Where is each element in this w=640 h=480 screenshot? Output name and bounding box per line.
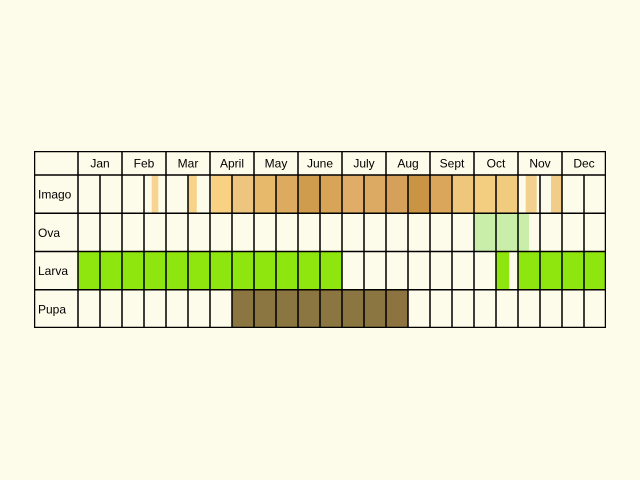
month-label-sept: Sept — [440, 157, 465, 171]
stage-bar-imago-4 — [254, 175, 276, 214]
month-label-nov: Nov — [529, 157, 550, 171]
stage-bar-imago-5 — [276, 175, 298, 214]
stage-bar-imago-12 — [430, 175, 452, 214]
month-label-feb: Feb — [134, 157, 155, 171]
calendar-grid: Jan Feb Mar April May June July Aug Sept Oct Nov De… — [34, 151, 606, 328]
stage-bar-imago-16 — [525, 175, 537, 214]
stage-label-pupa: Pupa — [38, 302, 66, 316]
month-label-mar: Mar — [178, 157, 199, 171]
month-label-jan: Jan — [90, 157, 109, 171]
month-label-aug: Aug — [397, 157, 418, 171]
month-label-april: April — [220, 157, 244, 171]
month-label-june: June — [307, 157, 333, 171]
stage-bar-imago-10 — [386, 175, 408, 214]
stage-bar-imago-9 — [364, 175, 386, 214]
stage-bar-imago-13 — [452, 175, 474, 214]
stage-bar-pupa-0 — [232, 289, 386, 328]
month-label-july: July — [353, 157, 374, 171]
stage-bar-imago-8 — [342, 175, 364, 214]
labels: Jan Feb Mar April May June July Aug Sept Oct Nov De… — [38, 157, 595, 317]
stage-bar-imago-1 — [188, 175, 197, 214]
stage-bar-imago-11 — [408, 175, 430, 214]
stage-bar-pupa-1 — [386, 289, 408, 328]
stage-label-imago: Imago — [38, 188, 72, 202]
stage-bar-imago-0 — [151, 175, 159, 214]
stage-bar-imago-3 — [232, 175, 254, 214]
stage-label-ova: Ova — [38, 226, 60, 240]
stage-label-larva: Larva — [38, 264, 68, 278]
month-label-oct: Oct — [487, 157, 506, 171]
stage-bar-imago-2 — [211, 175, 232, 214]
stage-bar-ova-0 — [474, 213, 529, 252]
month-label-dec: Dec — [573, 157, 594, 171]
grid-lines — [34, 151, 606, 328]
life-cycle-calendar: Jan Feb Mar April May June July Aug Sept Oct Nov De… — [34, 151, 606, 328]
stage-bar-imago-7 — [320, 175, 342, 214]
stage-bar-larva-1 — [496, 251, 510, 290]
stage-bar-imago-15 — [496, 175, 518, 214]
stage-bar-imago-14 — [474, 175, 496, 214]
stage-bar-imago-6 — [298, 175, 320, 214]
month-label-may: May — [265, 157, 288, 171]
stage-bar-imago-17 — [551, 175, 562, 214]
